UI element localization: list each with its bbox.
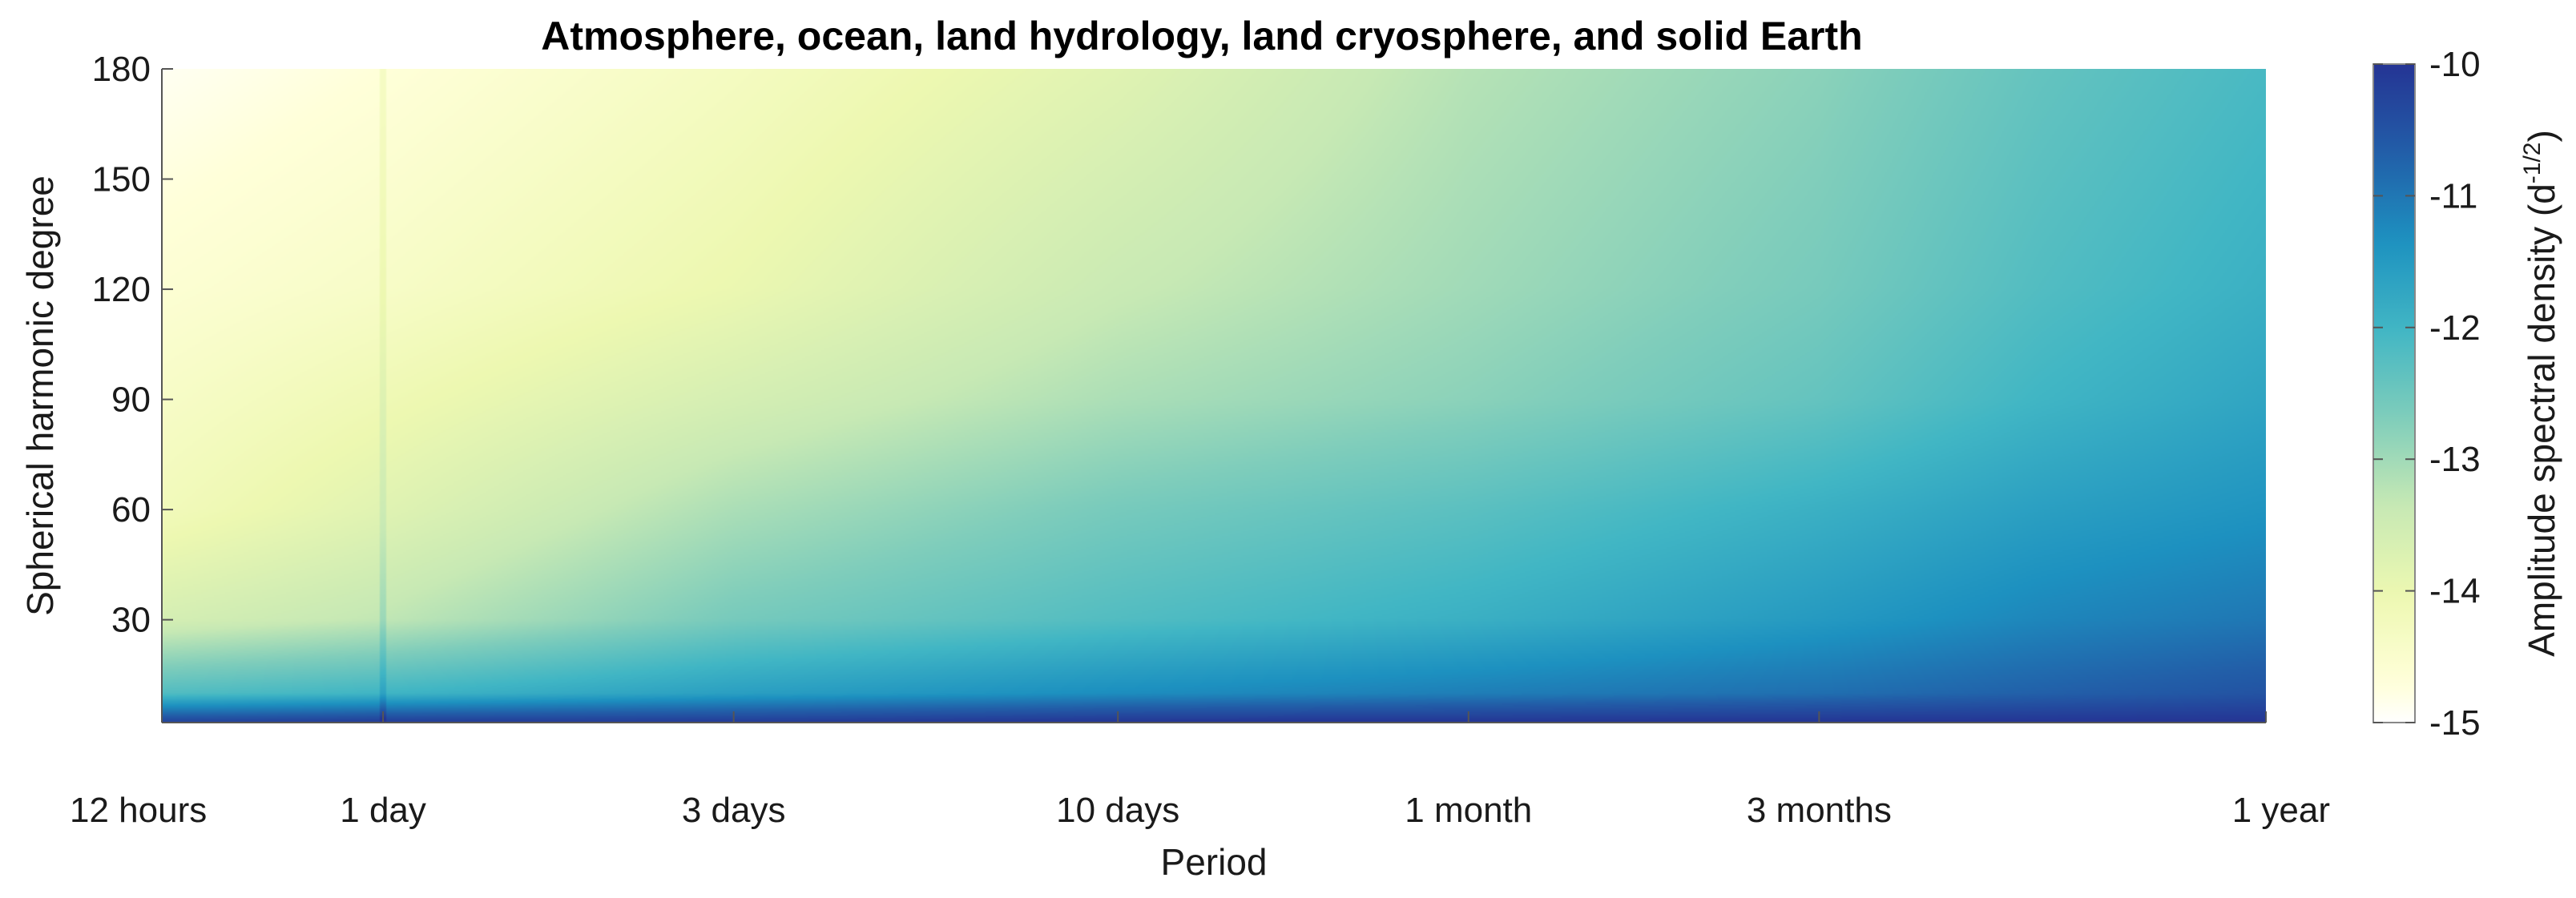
colorbar: -10 -11 -12 -13 -14 -15 Amplitude spectral de… xyxy=(2372,45,2562,743)
plot-area xyxy=(161,69,2266,723)
y-tick-label: 150 xyxy=(92,160,151,199)
colorbar-label-close: ) xyxy=(2521,130,2562,142)
colorbar-tick-label: -14 xyxy=(2429,572,2481,611)
x-tick-label: 10 days xyxy=(1056,791,1179,830)
y-tick-label: 180 xyxy=(92,50,151,89)
x-tick-label: 1 month xyxy=(1405,791,1532,830)
heatmap-image xyxy=(162,69,2266,723)
y-tick-group: 30 60 90 120 150 180 xyxy=(92,50,173,640)
y-tick-label: 120 xyxy=(92,270,151,309)
colorbar-tick-label: -15 xyxy=(2429,703,2481,743)
x-tick-label: 12 hours xyxy=(70,791,207,830)
colorbar-tick-label: -11 xyxy=(2429,176,2477,215)
x-tick-label: 3 months xyxy=(1747,791,1892,830)
colorbar-tick-label: -10 xyxy=(2429,45,2481,84)
y-tick-label: 90 xyxy=(111,381,151,420)
y-tick-label: 60 xyxy=(111,490,151,530)
x-axis-label: Period xyxy=(1161,841,1268,883)
x-tick-label: 1 year xyxy=(2232,791,2330,830)
x-tick-label: 3 days xyxy=(682,791,786,830)
colorbar-label-superscript: -1/2 xyxy=(2519,143,2546,184)
x-tick-group: 12 hours 1 day 3 days 10 days 1 month 3 month… xyxy=(70,711,2330,830)
colorbar-gradient xyxy=(2372,63,2416,723)
colorbar-tick-label: -12 xyxy=(2429,308,2481,348)
y-axis-label: Spherical harmonic degree xyxy=(19,175,61,616)
chart-title: Atmosphere, ocean, land hydrology, land … xyxy=(541,14,1862,58)
y-tick-label: 30 xyxy=(111,601,151,640)
colorbar-label-main: Amplitude spectral density (d xyxy=(2521,183,2562,657)
colorbar-tick-group: -10 -11 -12 -13 -14 -15 xyxy=(2373,45,2481,743)
colorbar-label: Amplitude spectral density (d-1/2) xyxy=(2519,130,2562,657)
x-tick-label: 1 day xyxy=(340,791,426,830)
colorbar-tick-label: -13 xyxy=(2429,440,2481,479)
